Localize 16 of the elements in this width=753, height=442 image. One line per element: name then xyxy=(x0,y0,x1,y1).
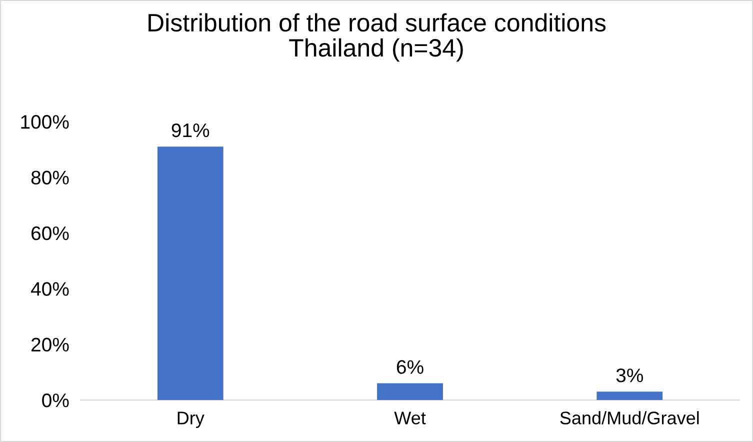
data-label: 91% xyxy=(172,123,210,138)
x-tick-label: Wet xyxy=(394,412,426,424)
data-label: 3% xyxy=(616,368,643,382)
y-tick-label: 0% xyxy=(42,393,69,408)
y-tick-label: 100% xyxy=(21,115,69,129)
x-tick-label: Dry xyxy=(178,412,204,428)
y-tick-label: 20% xyxy=(32,338,69,352)
bar xyxy=(377,383,443,400)
chart-title: Distribution of the road surface conditions Thailand (n=34) xyxy=(148,13,606,62)
bar xyxy=(157,146,224,400)
x-tick-label: Sand/Mud/Gravel xyxy=(560,411,699,424)
data-label: 6% xyxy=(396,360,424,374)
y-tick-label: 40% xyxy=(30,282,69,296)
y-tick-label: 60% xyxy=(32,226,69,240)
y-tick-label: 80% xyxy=(31,170,69,184)
bar xyxy=(596,392,663,400)
